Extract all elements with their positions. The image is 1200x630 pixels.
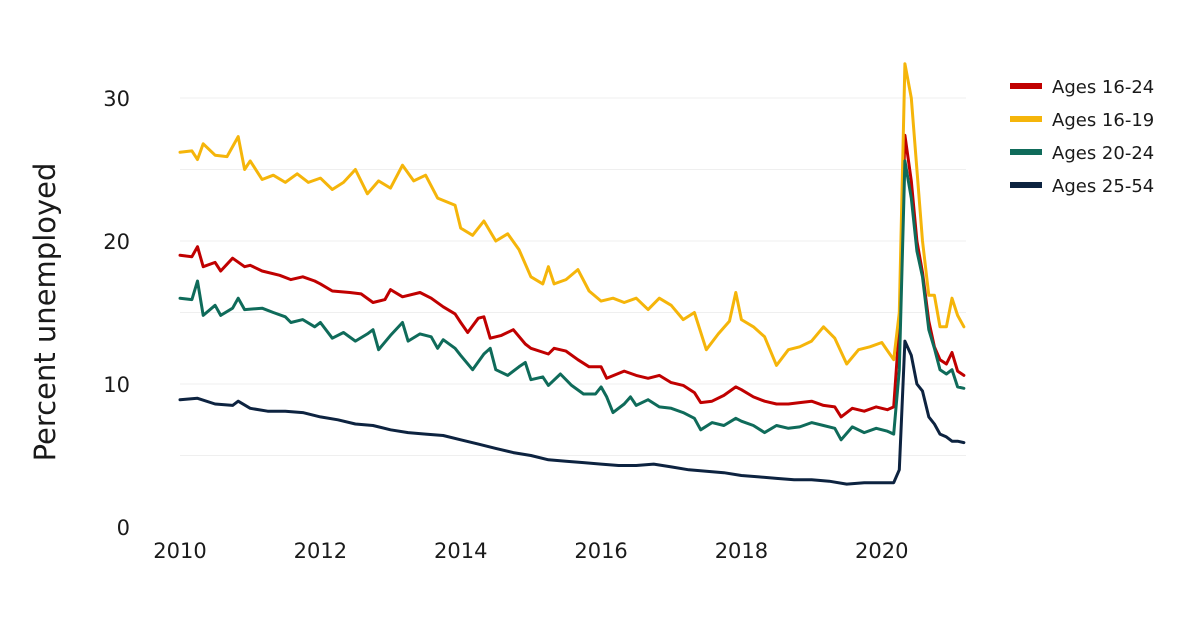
gridlines [180, 97, 966, 456]
series-lines [178, 62, 966, 486]
legend-label-ages-16-24: Ages 16-24 [1052, 77, 1154, 98]
y-tick-label: 30 [103, 87, 130, 111]
y-axis-label: Percent unemployed [28, 163, 62, 462]
legend-swatch-ages-16-24 [1010, 83, 1042, 89]
y-tick-label: 10 [103, 373, 130, 397]
axes: Percent unemployed 0 10 20 30 2010 2012 2014 20… [28, 87, 909, 563]
legend-swatch-ages-25-54 [1010, 182, 1042, 188]
x-tick-label: 2010 [153, 539, 206, 563]
series-line-ages-16-19 [178, 62, 966, 367]
legend-swatch-ages-20-24 [1010, 149, 1042, 155]
series-line-ages-25-54 [178, 339, 966, 486]
x-tick-label: 2016 [574, 539, 627, 563]
legend-label-ages-25-54: Ages 25-54 [1052, 176, 1154, 197]
x-tick-label: 2018 [715, 539, 768, 563]
legend-swatch-ages-16-19 [1010, 116, 1042, 122]
y-tick-label: 0 [117, 516, 130, 540]
series-line-ages-20-24 [178, 159, 966, 442]
legend: Ages 16-24 Ages 16-19 Ages 20-24 Ages 25-54 [1010, 77, 1154, 197]
legend-label-ages-16-19: Ages 16-19 [1052, 110, 1154, 131]
legend-label-ages-20-24: Ages 20-24 [1052, 143, 1154, 164]
x-tick-label: 2012 [294, 539, 347, 563]
series-line-ages-16-24 [178, 133, 966, 419]
x-tick-label: 2014 [434, 539, 487, 563]
y-tick-label: 20 [103, 230, 130, 254]
x-tick-label: 2020 [855, 539, 908, 563]
